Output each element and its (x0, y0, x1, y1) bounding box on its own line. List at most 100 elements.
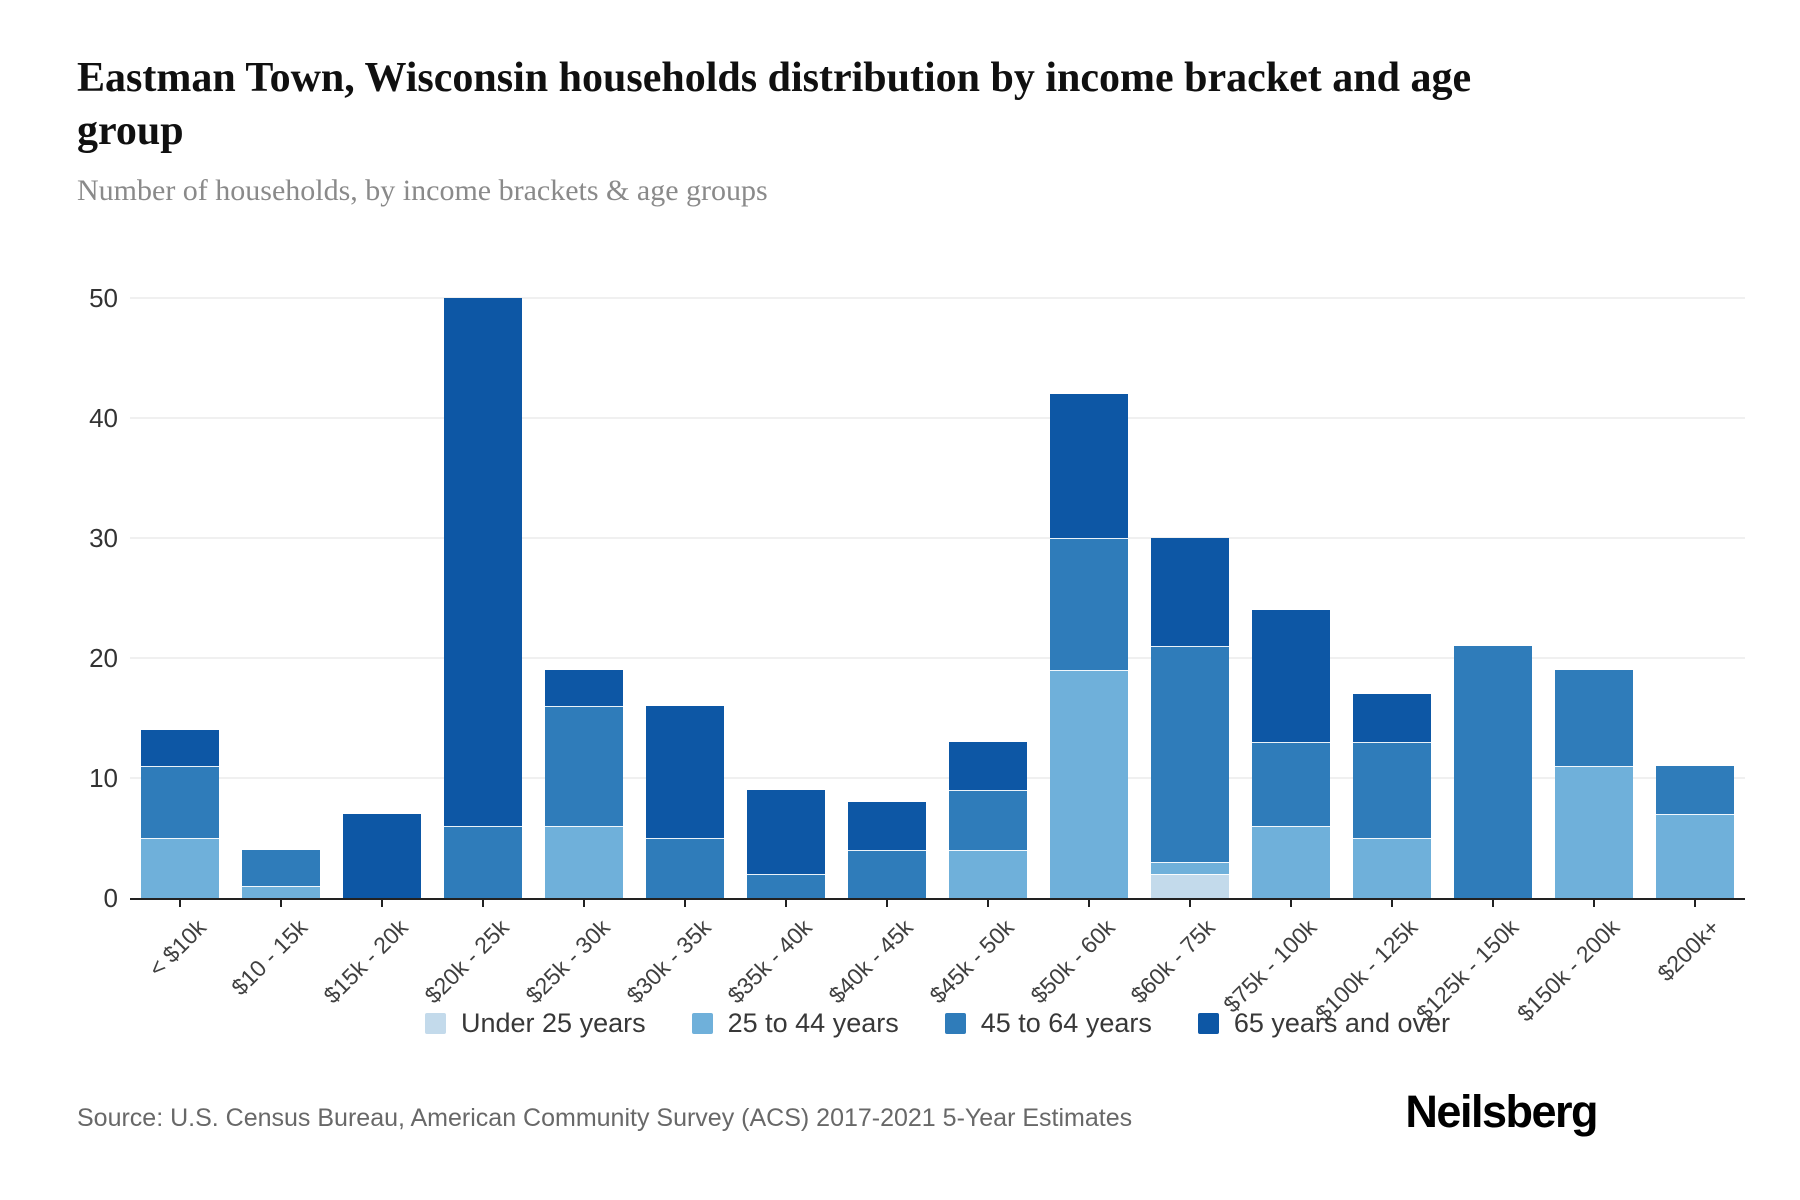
gridline-y20 (130, 657, 1745, 659)
legend-item-45-to-64-years[interactable]: 45 to 64 years (944, 1008, 1152, 1039)
bar-segment-65-years-and-over[interactable] (343, 814, 422, 898)
bar-segment-45-to-64-years[interactable] (1352, 742, 1431, 838)
source-attribution: Source: U.S. Census Bureau, American Com… (77, 1104, 1133, 1132)
bar-segment-45-to-64-years[interactable] (1453, 646, 1532, 898)
bar-segment-25-to-44-years[interactable] (1554, 766, 1633, 898)
y-axis-label-50: 50 (89, 283, 118, 313)
legend-swatch-icon (944, 1013, 966, 1034)
x-axis-label-15k-20k: $15k - 20k (318, 914, 413, 1009)
bar-segment-65-years-and-over[interactable] (1251, 610, 1330, 742)
bar-segment-65-years-and-over[interactable] (1049, 394, 1128, 538)
page-subtitle: Number of households, by income brackets… (77, 174, 768, 207)
x-axis-tick (280, 900, 283, 907)
x-axis-label-20k-25k: $20k - 25k (419, 914, 514, 1009)
bar-segment-65-years-and-over[interactable] (646, 706, 725, 838)
bar-segment-under-25-years[interactable] (1150, 874, 1229, 898)
bar-segment-45-to-64-years[interactable] (242, 850, 321, 886)
bar-segment-65-years-and-over[interactable] (545, 670, 624, 706)
bar-segment-45-to-64-years[interactable] (444, 826, 523, 898)
bar-30k-35k (646, 298, 725, 898)
bar-segment-25-to-44-years[interactable] (242, 886, 321, 898)
x-axis-tick (381, 900, 384, 907)
x-axis-tick (179, 900, 182, 907)
y-axis-label-40: 40 (89, 403, 118, 433)
bar-segment-45-to-64-years[interactable] (1554, 670, 1633, 766)
bar-segment-65-years-and-over[interactable] (141, 730, 220, 766)
legend-label: Under 25 years (461, 1008, 646, 1038)
page-title: Eastman Town, Wisconsin households distr… (77, 55, 1472, 154)
bar-200k (1655, 298, 1734, 898)
x-axis-label-30k-35k: $30k - 35k (621, 914, 716, 1009)
legend-item-25-to-44-years[interactable]: 25 to 44 years (691, 1008, 899, 1039)
bar-segment-65-years-and-over[interactable] (1352, 694, 1431, 742)
bar-segment-45-to-64-years[interactable] (1655, 766, 1734, 814)
y-axis-label-10: 10 (89, 763, 118, 793)
x-axis-label-10k: < $10k (143, 914, 211, 982)
bar-segment-45-to-64-years[interactable] (646, 838, 725, 898)
x-axis-tick (1390, 900, 1393, 907)
bar-segment-65-years-and-over[interactable] (1150, 538, 1229, 646)
x-axis-label-200k: $200k+ (1652, 914, 1725, 987)
legend-swatch-icon (691, 1013, 713, 1034)
gridline-y30 (130, 537, 1745, 539)
bar-segment-45-to-64-years[interactable] (948, 790, 1027, 850)
bar-segment-25-to-44-years[interactable] (1150, 862, 1229, 874)
bar-10k (141, 298, 220, 898)
x-axis-tick (583, 900, 586, 907)
bar-segment-45-to-64-years[interactable] (545, 706, 624, 826)
bar-100k-125k (1352, 298, 1431, 898)
bar-segment-45-to-64-years[interactable] (1049, 538, 1128, 670)
legend-item-65-years-and-over[interactable]: 65 years and over (1197, 1008, 1450, 1039)
bar-segment-25-to-44-years[interactable] (1655, 814, 1734, 898)
bar-segment-25-to-44-years[interactable] (1049, 670, 1128, 898)
bar-segment-25-to-44-years[interactable] (948, 850, 1027, 898)
bar-segment-45-to-64-years[interactable] (848, 850, 927, 898)
x-axis-line (130, 898, 1745, 900)
x-axis-label-60k-75k: $60k - 75k (1125, 914, 1221, 1009)
x-axis-tick (482, 900, 485, 907)
x-axis-label-10-15k: $10 - 15k (225, 914, 312, 1001)
x-axis-label-50k-60k: $50k - 60k (1024, 914, 1120, 1009)
bar-45k-50k (948, 298, 1027, 898)
bar-150k-200k (1554, 298, 1633, 898)
x-axis-tick (1188, 900, 1191, 907)
bar-segment-25-to-44-years[interactable] (141, 838, 220, 898)
legend-swatch-icon (1197, 1013, 1219, 1034)
bar-segment-25-to-44-years[interactable] (1251, 826, 1330, 898)
neilsberg-logo[interactable]: Neilsberg (1405, 1086, 1598, 1137)
x-axis-label-45k-50k: $45k - 50k (924, 914, 1019, 1009)
x-axis-tick (785, 900, 788, 907)
bar-segment-65-years-and-over[interactable] (848, 802, 927, 850)
bar-10-15k (242, 298, 321, 898)
x-axis-tick (1087, 900, 1090, 907)
legend-item-under-25-years[interactable]: Under 25 years (425, 1008, 646, 1039)
bar-segment-45-to-64-years[interactable] (1251, 742, 1330, 826)
bar-segment-65-years-and-over[interactable] (444, 298, 523, 826)
bar-segment-25-to-44-years[interactable] (1352, 838, 1431, 898)
bar-segment-65-years-and-over[interactable] (747, 790, 826, 874)
gridline-y50 (130, 297, 1745, 299)
x-axis-tick (886, 900, 889, 907)
bar-25k-30k (545, 298, 624, 898)
legend-swatch-icon (425, 1013, 446, 1034)
bar-15k-20k (343, 298, 422, 898)
gridline-y10 (130, 777, 1745, 779)
legend-label: 25 to 44 years (727, 1008, 899, 1038)
bar-segment-45-to-64-years[interactable] (141, 766, 220, 838)
y-axis-label-30: 30 (89, 523, 118, 553)
x-axis-label-40k-45k: $40k - 45k (823, 914, 918, 1009)
x-axis-tick (986, 900, 989, 907)
bar-75k-100k (1251, 298, 1330, 898)
y-axis-label-20: 20 (89, 643, 118, 673)
bar-125k-150k (1453, 298, 1532, 898)
bar-segment-65-years-and-over[interactable] (948, 742, 1027, 790)
bar-35k-40k (747, 298, 826, 898)
x-axis-label-25k-30k: $25k - 30k (520, 914, 615, 1009)
legend-label: 65 years and over (1233, 1008, 1450, 1038)
y-axis-label-0: 0 (103, 883, 118, 913)
gridline-y40 (130, 417, 1745, 419)
bar-segment-25-to-44-years[interactable] (545, 826, 624, 898)
bar-segment-45-to-64-years[interactable] (1150, 646, 1229, 862)
bar-segment-45-to-64-years[interactable] (747, 874, 826, 898)
